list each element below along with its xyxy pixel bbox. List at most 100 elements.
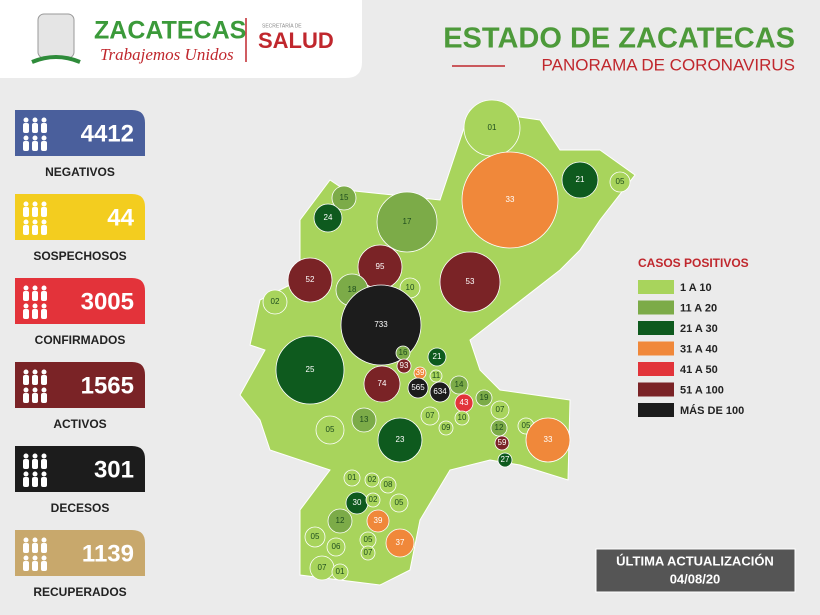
municipality-label: 33 [506, 195, 515, 204]
legend-swatch [638, 321, 674, 335]
person-icon [41, 561, 47, 571]
stat-card [15, 530, 145, 576]
municipality-label: 05 [616, 177, 625, 186]
person-icon [32, 393, 38, 403]
municipality [396, 358, 412, 374]
municipality [331, 563, 349, 581]
municipality [262, 289, 288, 315]
municipality-label: 17 [403, 217, 412, 226]
municipality-label: 06 [332, 542, 341, 551]
person-icon [41, 387, 47, 393]
person-icon [23, 459, 29, 469]
person-icon [32, 561, 38, 571]
municipality [438, 420, 454, 436]
stat-card [15, 194, 145, 240]
municipality-label: 21 [433, 352, 442, 361]
legend-swatch [638, 362, 674, 376]
municipality-label: 19 [480, 393, 489, 402]
legend-title: CASOS POSITIVOS [638, 256, 749, 270]
person-icon [23, 141, 29, 151]
person-icon [41, 117, 47, 123]
person-icon [41, 309, 47, 319]
municipality [365, 492, 381, 508]
person-icon [41, 477, 47, 487]
municipality-label: 01 [348, 473, 357, 482]
person-icon [23, 477, 29, 487]
person-icon [32, 123, 38, 133]
person-icon [32, 117, 38, 123]
municipality [326, 537, 346, 557]
municipality-label: 07 [496, 405, 505, 414]
municipality [363, 365, 401, 403]
municipality-label: 39 [374, 516, 383, 525]
municipality [376, 191, 438, 253]
municipality [439, 251, 501, 313]
municipality-label: 12 [336, 516, 345, 525]
municipality-label: 13 [360, 415, 369, 424]
municipality-label: 08 [384, 480, 393, 489]
municipality [331, 185, 357, 211]
person-icon [32, 471, 38, 477]
stat-label: NEGATIVOS [45, 165, 115, 179]
stat-card [15, 446, 145, 492]
agency: SALUD [258, 28, 334, 53]
municipality-label: 25 [306, 365, 315, 374]
stat-label: ACTIVOS [53, 417, 106, 431]
municipality-label: 53 [466, 277, 475, 286]
person-icon [32, 135, 38, 141]
legend: 1 A 10 11 A 20 21 A 30 31 A 40 41 A 50 51 A 1… [638, 280, 744, 417]
person-icon [23, 543, 29, 553]
logo-seal [31, 13, 81, 64]
municipality-label: 07 [318, 563, 327, 572]
municipality-label: 05 [522, 421, 531, 430]
municipality [313, 203, 343, 233]
person-icon [32, 219, 38, 225]
person-icon [41, 141, 47, 151]
stat-card [15, 110, 145, 156]
municipality [287, 257, 333, 303]
person-icon [41, 555, 47, 561]
person-icon [32, 543, 38, 553]
legend-label: 31 A 40 [680, 343, 718, 355]
municipality [429, 369, 443, 383]
person-icon [41, 207, 47, 217]
person-icon [23, 207, 29, 217]
municipality [377, 417, 423, 463]
stat-label: CONFIRMADOS [35, 333, 126, 347]
agency-top: SECRETARÍA DE [262, 22, 302, 29]
person-icon [23, 123, 29, 133]
person-icon [23, 291, 29, 301]
person-icon [32, 201, 38, 207]
municipality-label: 30 [353, 498, 362, 507]
municipality-label: 43 [460, 398, 469, 407]
legend-swatch [638, 341, 674, 356]
legend-swatch [638, 382, 674, 397]
legend-swatch [638, 403, 674, 417]
person-icon [41, 537, 47, 543]
municipality [454, 410, 470, 426]
municipality [561, 161, 599, 199]
person-icon [32, 459, 38, 469]
person-icon [23, 369, 29, 375]
subtitle: PANORAMA DE CORONAVIRUS [542, 55, 795, 74]
person-icon [41, 291, 47, 301]
municipality-label: 21 [576, 175, 585, 184]
municipality [420, 406, 440, 426]
person-icon [32, 555, 38, 561]
stat-card [15, 278, 145, 324]
person-icon [41, 201, 47, 207]
legend-label: 21 A 30 [680, 323, 718, 335]
municipality-label: 733 [374, 320, 388, 329]
municipality [304, 526, 326, 548]
municipality [461, 151, 559, 249]
legend-swatch [638, 300, 674, 315]
stat-value: 1139 [82, 540, 134, 567]
person-icon [23, 537, 29, 543]
person-icon [41, 393, 47, 403]
municipality-label: 27 [501, 455, 510, 464]
municipality [490, 400, 510, 420]
person-icon [32, 303, 38, 309]
person-icon [23, 453, 29, 459]
municipality-label: 24 [324, 213, 333, 222]
